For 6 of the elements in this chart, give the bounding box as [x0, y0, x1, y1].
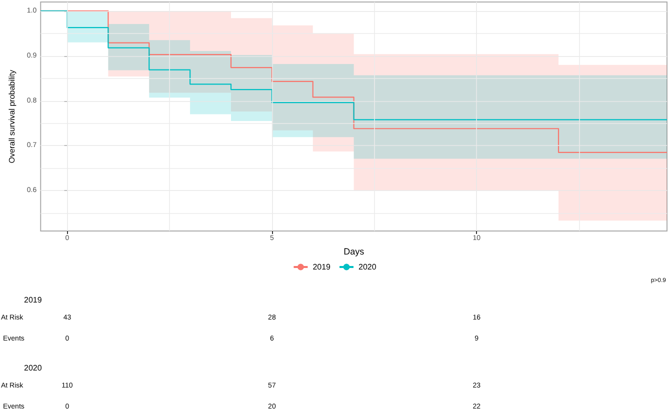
- text: 2020: [24, 364, 42, 372]
- text: 2019: [24, 296, 42, 304]
- x-axis-title: Days: [344, 246, 365, 256]
- y-axis-title: Overall survival probability: [8, 70, 16, 164]
- legend-label: 2020: [358, 262, 377, 272]
- legend-label: 2019: [312, 262, 332, 272]
